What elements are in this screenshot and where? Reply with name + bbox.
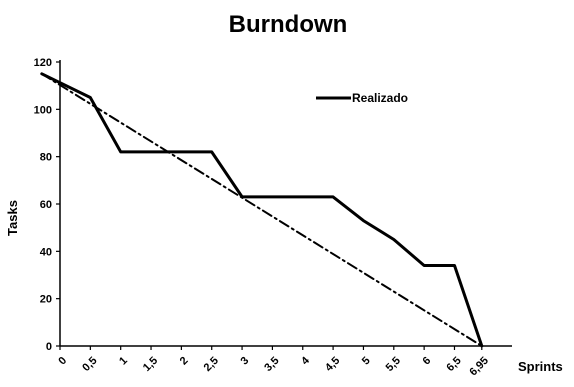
legend: Realizado: [316, 91, 408, 105]
x-tick-label: 4,5: [323, 355, 342, 374]
x-tick-label: 3,5: [262, 355, 281, 374]
x-tick-label: 3: [238, 355, 251, 368]
x-tick-label: 5: [360, 355, 373, 368]
legend-label-realizado: Realizado: [352, 91, 408, 105]
y-tick-label: 0: [46, 341, 52, 353]
x-tick-label: 4: [299, 354, 312, 367]
y-tick-label: 80: [40, 152, 52, 164]
y-tick-label: 40: [40, 246, 52, 258]
y-tick-label: 120: [34, 57, 52, 69]
x-tick-label: 2: [178, 355, 191, 368]
series-ideal-line: [40, 72, 483, 347]
y-tick-label: 20: [40, 294, 52, 306]
x-tick-label: 0,5: [80, 355, 99, 374]
y-ticks: 0 20 40 60 80 100 120: [34, 57, 60, 353]
x-tick-label: 1,5: [141, 355, 160, 374]
series-layer: [40, 72, 484, 348]
x-tick-label: 6: [421, 355, 434, 368]
x-tick-label: 2,5: [202, 355, 221, 374]
x-tick-label: 6,95: [467, 355, 491, 379]
x-tick-label: 5,5: [384, 355, 403, 374]
x-tick-label: 6,5: [444, 355, 463, 374]
x-ticks: 0 0,5 1 1,5 2 2,5 3 3,5 4 4,5 5 5,5 6 6,5 6,95: [56, 346, 491, 378]
y-tick-label: 100: [34, 104, 52, 116]
x-tick-label: 0: [56, 355, 69, 368]
axes: [59, 60, 512, 347]
series-realizado-line: [40, 72, 484, 348]
y-axis-label: Tasks: [5, 200, 20, 236]
x-tick-label: 1: [117, 355, 130, 368]
y-tick-label: 60: [40, 199, 52, 211]
x-axis-label: Sprints: [518, 359, 563, 374]
chart-title: Burndown: [229, 11, 348, 38]
